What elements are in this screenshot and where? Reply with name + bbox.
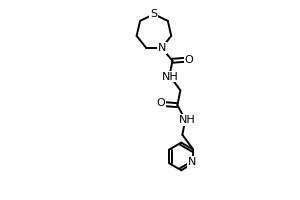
- Text: NH: NH: [179, 115, 196, 125]
- Text: S: S: [150, 9, 158, 19]
- Text: N: N: [158, 43, 166, 53]
- Text: NH: NH: [162, 72, 179, 82]
- Text: O: O: [184, 55, 193, 65]
- Text: O: O: [157, 98, 165, 108]
- Text: N: N: [188, 157, 196, 167]
